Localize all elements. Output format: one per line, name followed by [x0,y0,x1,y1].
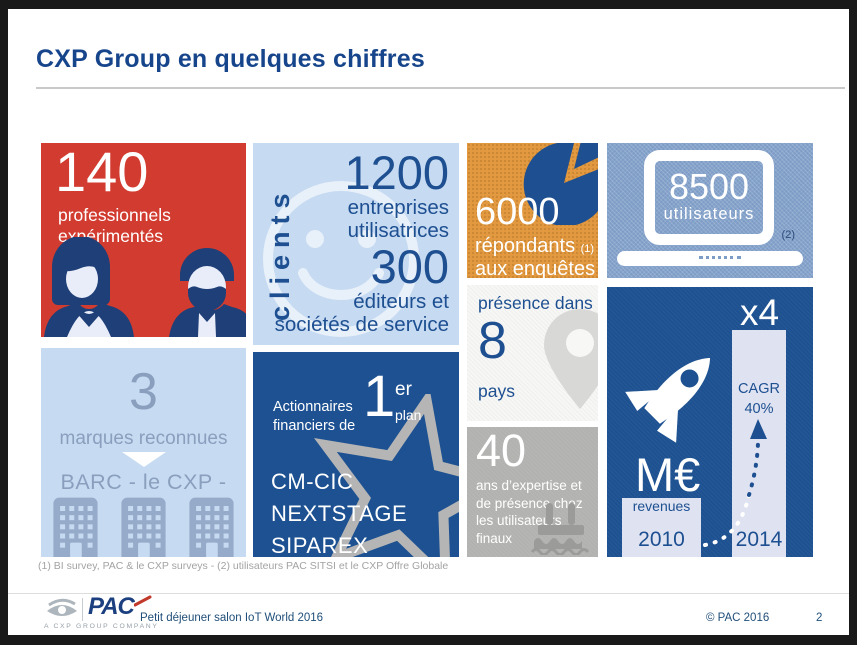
clients-stat1-value: 1200 [344,146,449,199]
logo-tagline: A CXP GROUP COMPANY [44,623,159,630]
tile-expertise: 40 ans d’expertise et de présence chez l… [467,427,598,557]
laptop-screen-icon: 8500 utilisateurs [644,150,774,245]
growth-cagr-value: 40% [744,400,774,417]
growth-start-year: 2010 [638,528,685,551]
laptop-base-icon [617,251,803,266]
shareholders-intro-line2: financiers de [273,417,356,434]
growth-unit-label: revenues [632,498,691,514]
tile-users: 8500 utilisateurs (2) [607,143,813,278]
shareholders-rank-label: plan [395,407,422,423]
arrow-down-icon [122,452,166,467]
growth-arrow-icon [703,419,767,547]
expertise-line4: finaux [476,530,513,546]
footer-divider [8,593,849,594]
expertise-value: 40 [476,427,527,476]
footnote-ref-1: (1) [580,242,595,255]
tile-clients: clients 1200 entreprises utilisatrices 3… [253,143,459,345]
clients-stat1-line1: entreprises [347,195,449,219]
presence-value: 8 [478,312,507,370]
clients-stat1-line2: utilisatrices [347,218,449,242]
logo-divider [82,598,83,621]
expertise-line3: les utilisateurs [476,513,562,529]
logo-swoosh-icon [134,595,152,607]
building-icon [189,497,234,557]
map-pin-icon [544,309,598,409]
people-icon [44,237,246,337]
tile-shareholders: Actionnaires financiers de 1 er plan CM-… [253,352,459,557]
tile-growth: x4 CAGR 40% 2014 M€ revenues 2010 [607,287,813,557]
expertise-line2: de présence chez [476,495,583,511]
growth-cagr-label: CAGR [738,381,780,397]
tile-respondents: 6000 répondants (1) aux enquêtes [467,143,598,278]
tile-brands: 3 marques reconnues BARC - le CXP - PAC [41,348,246,557]
tile-presence: présence dans 8 pays [467,285,598,421]
footer-event-title: Petit déjeuner salon IoT World 2016 [140,612,324,624]
shareholder-name-3: SIPAREX [271,532,369,557]
growth-unit: M€ [635,448,701,501]
shareholders-rank-suffix: er [395,379,412,400]
shareholders-rank: 1 [363,364,396,429]
rocket-icon [625,357,711,443]
users-value: 8500 [668,166,750,207]
shareholders-intro-line1: Actionnaires [273,399,353,415]
footnote: (1) BI survey, PAC & le CXP surveys - (2… [38,560,449,572]
professionals-label: professionnels expérimentés [58,205,171,246]
page-title: CXP Group en quelques chiffres [36,45,425,73]
clients-stats: 1200 entreprises utilisatrices 300 édite… [275,149,449,337]
clients-stat2-line2: sociétés de service [274,312,449,336]
clients-stat2-line1: éditeurs et [353,289,449,313]
title-underline [36,87,845,89]
presence-intro: présence dans [478,293,593,313]
pac-logo: PAC [88,593,135,620]
bar-2010: revenues 2010 [622,498,701,557]
growth-cagr: CAGR 40% [732,380,786,419]
respondents-text: 6000 répondants (1) aux enquêtes [475,191,596,278]
footer-page-number: 2 [816,612,823,624]
users-label: utilisateurs [663,205,755,223]
smiley-icon [263,181,419,337]
shareholders-names: CM-CIC NEXTSTAGE SIPAREX [271,466,407,557]
shareholder-name-2: NEXTSTAGE [271,500,408,526]
professionals-label-line1: professionnels [58,205,171,225]
footer-copyright: © PAC 2016 [706,612,770,624]
eye-logo-icon [47,598,77,616]
tile-professionals: 140 professionnels expérimentés [41,143,246,337]
expertise-lines: ans d’expertise et de présence chez les … [476,477,583,547]
shareholders-rank-meta: er plan [395,379,421,423]
slide: CXP Group en quelques chiffres 140 profe… [8,9,849,635]
building-icon [121,497,166,557]
pie-chart-icon [523,143,598,225]
respondents-line1: répondants [475,234,576,257]
clients-stat2-value: 300 [370,239,449,293]
shareholder-name-1: CM-CIC [271,469,354,494]
presence-label: pays [478,381,515,401]
star-icon [314,394,459,557]
growth-end-year: 2014 [735,528,783,551]
respondents-line2: aux enquêtes [475,257,596,278]
brands-value: 3 [129,363,158,421]
respondents-value: 6000 [475,191,560,233]
buildings-icons [41,496,246,557]
brands-label: marques reconnues [59,428,228,449]
laptop-notch [699,256,741,259]
professionals-count: 140 [55,143,149,203]
birthday-cake-icon [530,503,590,555]
building-icon [53,497,98,557]
expertise-line1: ans d’expertise et [476,478,582,493]
growth-multiplier: x4 [740,292,780,333]
shareholders-intro: Actionnaires financiers de [273,398,355,436]
footnote-ref-2: (2) [781,229,795,241]
